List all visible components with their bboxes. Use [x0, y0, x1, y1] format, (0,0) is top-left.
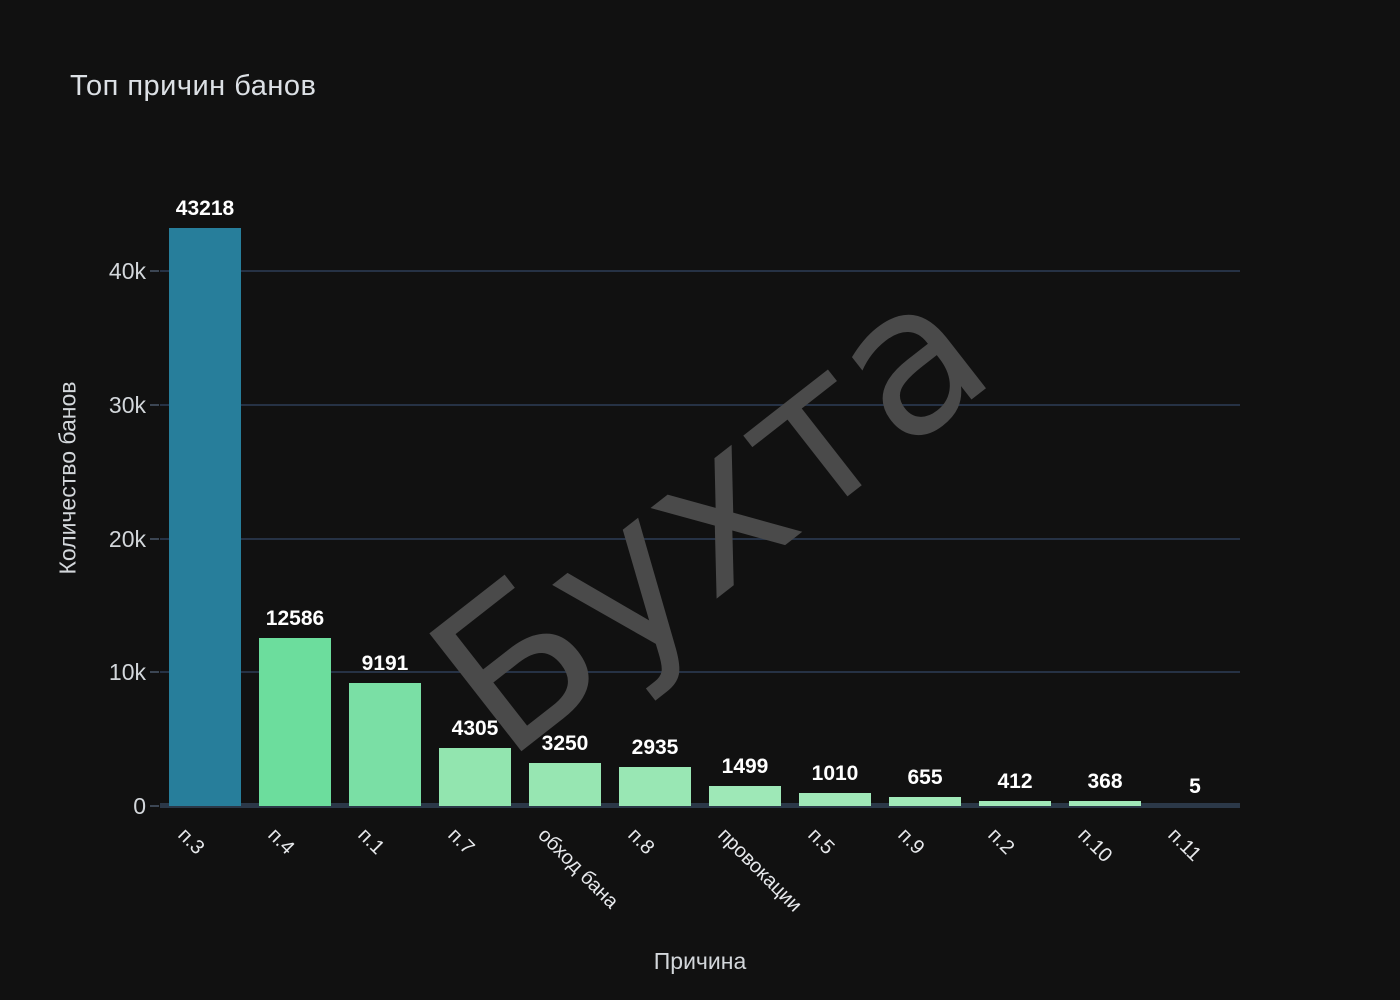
gridline-10k: [160, 671, 1240, 674]
y-tick-label-40k: 40k: [108, 258, 146, 285]
y-tick-mark: [150, 671, 159, 674]
bar-провокации[interactable]: [709, 785, 781, 806]
bar-value-label: 3250: [541, 731, 589, 755]
bar-п.7[interactable]: [439, 748, 511, 806]
x-tick-label-обход бана: обход бана: [533, 824, 623, 914]
bar-п.3[interactable]: [169, 228, 241, 806]
bar-п.2[interactable]: [979, 800, 1051, 806]
x-tick-label-п.8: п.8: [623, 824, 659, 860]
bar-п.4[interactable]: [259, 637, 331, 806]
bar-value-label: 1010: [811, 761, 859, 785]
x-tick-label-п.4: п.4: [263, 824, 299, 860]
bar-п.1[interactable]: [349, 683, 421, 806]
x-tick-label-п.2: п.2: [983, 824, 1019, 860]
gridline-20k: [160, 537, 1240, 540]
bar-value-label: 655: [907, 766, 943, 790]
bar-value-label: 1499: [721, 754, 769, 778]
chart-title: Топ причин банов: [70, 70, 317, 102]
y-tick-mark: [150, 404, 159, 407]
bar-value-label: 43218: [175, 197, 235, 221]
bar-п.8[interactable]: [619, 766, 691, 806]
gridline-30k: [160, 404, 1240, 407]
bar-обход бана[interactable]: [529, 762, 601, 806]
y-tick-label-10k: 10k: [108, 659, 146, 686]
bar-п.9[interactable]: [889, 797, 961, 806]
x-tick-label-п.11: п.11: [1163, 824, 1206, 866]
y-tick-mark: [150, 270, 159, 273]
x-tick-label-п.5: п.5: [803, 824, 839, 860]
x-axis-title: Причина: [653, 948, 747, 974]
gridline-40k: [160, 270, 1240, 273]
x-tick-label-п.1: п.1: [353, 824, 389, 860]
y-tick-label-0: 0: [133, 793, 146, 819]
bar-value-label: 368: [1087, 770, 1123, 794]
x-tick-label-п.7: п.7: [443, 824, 479, 860]
bar-value-label: 412: [997, 769, 1033, 793]
x-tick-label-п.3: п.3: [173, 824, 209, 860]
y-tick-label-20k: 20k: [108, 525, 146, 552]
bar-value-label: 12586: [265, 606, 325, 630]
x-tick-label-п.9: п.9: [893, 824, 929, 860]
x-tick-label-п.10: п.10: [1073, 824, 1117, 867]
y-tick-label-30k: 30k: [108, 392, 146, 419]
bar-п.10[interactable]: [1069, 801, 1141, 806]
bar-value-label: 2935: [631, 735, 679, 759]
plot-area: 43218 12586 9191 4305 3250 2935 1499 1010 655 412…: [160, 150, 1240, 808]
bar-value-label: 4305: [451, 717, 499, 741]
x-axis-line: [160, 803, 1240, 808]
bar-п.5[interactable]: [799, 792, 871, 806]
bar-value-label: 5: [1189, 774, 1201, 798]
bar-value-label: 9191: [361, 652, 409, 676]
y-tick-mark: [150, 805, 159, 807]
x-tick-label-провокации: провокации: [713, 824, 806, 917]
y-tick-mark: [150, 537, 159, 540]
